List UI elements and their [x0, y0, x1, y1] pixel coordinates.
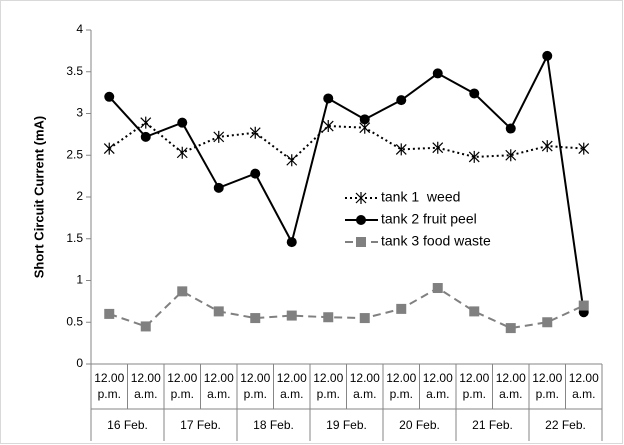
marker — [177, 286, 188, 297]
marker — [250, 168, 261, 179]
legend-marker — [356, 215, 366, 225]
series-line — [108, 286, 585, 330]
y-tick-label: 3 — [76, 106, 83, 120]
y-tick-label: 1.5 — [66, 231, 83, 245]
marker — [432, 283, 443, 294]
marker — [396, 95, 407, 106]
marker — [103, 142, 115, 155]
group-label: 19 Feb. — [326, 418, 367, 432]
x-tick-label: 12.00 a.m. — [350, 371, 380, 401]
marker — [176, 146, 188, 159]
group-label: 22 Feb. — [545, 418, 586, 432]
marker — [213, 182, 224, 193]
marker — [469, 306, 480, 317]
marker — [432, 68, 443, 79]
x-tick-label: 12.00 a.m. — [496, 371, 526, 401]
x-tick-label: 12.00 p.m. — [459, 371, 489, 401]
marker — [505, 323, 516, 334]
x-tick-label: 12.00 p.m. — [532, 371, 562, 401]
y-tick-label: 1 — [76, 273, 83, 287]
x-tick-label: 12.00 a.m. — [277, 371, 307, 401]
marker — [323, 93, 334, 104]
x-tick-label: 12.00 a.m. — [423, 371, 453, 401]
marker — [359, 114, 370, 125]
marker — [541, 140, 553, 153]
marker — [578, 142, 590, 155]
y-axis-label: Short Circuit Current (mA) — [31, 116, 46, 279]
y-tick-label: 0.5 — [66, 314, 83, 328]
x-tick-label: 12.00 a.m. — [131, 371, 161, 401]
legend-marker — [355, 192, 367, 204]
marker — [140, 321, 151, 332]
marker — [104, 91, 115, 102]
marker — [140, 116, 152, 129]
marker — [578, 300, 589, 311]
legend-label: tank 3 food waste — [381, 233, 491, 249]
marker — [249, 126, 261, 139]
marker — [542, 50, 553, 61]
x-tick-label: 12.00 p.m. — [167, 371, 197, 401]
marker — [140, 131, 151, 142]
marker — [250, 313, 261, 324]
y-tick-label: 0 — [76, 356, 83, 370]
marker — [396, 303, 407, 314]
marker — [213, 306, 224, 317]
group-label: 16 Feb. — [107, 418, 148, 432]
x-tick-label: 12.00 p.m. — [313, 371, 343, 401]
marker — [213, 130, 225, 143]
legend-label: tank 1 weed — [381, 189, 460, 205]
legend-marker — [356, 237, 366, 247]
series-line — [108, 52, 585, 313]
marker — [469, 88, 480, 99]
x-tick-label: 12.00 a.m. — [204, 371, 234, 401]
marker — [542, 317, 553, 328]
group-label: 21 Feb. — [472, 418, 513, 432]
group-label: 18 Feb. — [253, 418, 294, 432]
marker — [432, 141, 444, 154]
x-tick-label: 12.00 a.m. — [569, 371, 599, 401]
y-tick-label: 2.5 — [66, 147, 83, 161]
marker — [286, 154, 298, 167]
marker — [286, 310, 297, 321]
y-tick-label: 2 — [76, 189, 83, 203]
marker — [359, 313, 370, 324]
x-tick-label: 12.00 p.m. — [386, 371, 416, 401]
marker — [395, 143, 407, 156]
y-tick-label: 3.5 — [66, 64, 83, 78]
marker — [104, 308, 115, 319]
x-tick-label: 12.00 p.m. — [240, 371, 270, 401]
marker — [323, 312, 334, 323]
marker — [505, 149, 517, 162]
marker — [286, 237, 297, 248]
group-label: 20 Feb. — [399, 418, 440, 432]
legend-label: tank 2 fruit peel — [381, 211, 477, 227]
marker — [505, 123, 516, 134]
x-tick-label: 12.00 p.m. — [94, 371, 124, 401]
group-label: 17 Feb. — [180, 418, 221, 432]
marker — [177, 117, 188, 128]
marker — [468, 150, 480, 163]
marker — [322, 120, 334, 133]
y-tick-label: 4 — [76, 22, 83, 36]
